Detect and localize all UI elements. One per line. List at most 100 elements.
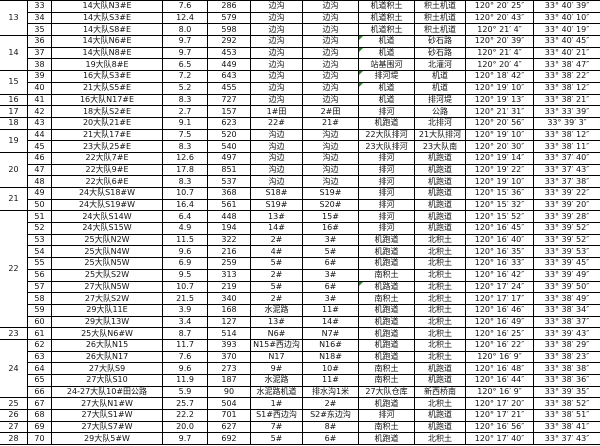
location-a-cell[interactable]: 南积土 [358, 420, 415, 434]
latitude-cell[interactable]: 33° 39′ 35″ [533, 385, 600, 399]
end-cell[interactable]: 沟边 [302, 175, 359, 188]
longitude-cell[interactable]: 120° 17′ 24″ [465, 280, 534, 294]
start-cell[interactable]: 边沟 [250, 58, 303, 72]
name-cell[interactable]: 27大队S2W [51, 292, 163, 305]
location-b-cell[interactable]: 机跑道 [414, 222, 466, 235]
location-b-cell[interactable]: 北积土 [414, 432, 466, 446]
length-cell[interactable]: 20.0 [162, 420, 208, 434]
row-number[interactable]: 36 [27, 35, 52, 48]
length-cell[interactable]: 8.0 [162, 23, 208, 37]
length-cell[interactable]: 11.9 [162, 374, 208, 387]
count-cell[interactable]: 514 [207, 327, 251, 340]
start-cell[interactable]: 沟边 [250, 163, 303, 177]
group-cell[interactable]: 28 [0, 432, 28, 446]
group-cell[interactable]: 20 [0, 151, 28, 189]
latitude-cell[interactable]: 33° 40′ 10″ [533, 11, 600, 25]
longitude-cell[interactable]: 120° 20′ 30″ [465, 140, 534, 153]
end-cell[interactable]: 11# [302, 374, 359, 387]
latitude-cell[interactable]: 33° 40′ 39″ [533, 0, 600, 13]
start-cell[interactable]: 4# [250, 245, 303, 259]
location-a-cell[interactable]: 机跑道 [358, 257, 415, 270]
start-cell[interactable]: 7# [250, 420, 303, 434]
latitude-cell[interactable]: 33° 37′ 43″ [533, 163, 600, 177]
row-number[interactable]: 65 [27, 374, 52, 387]
end-cell[interactable]: S20# [302, 198, 359, 212]
end-cell[interactable]: 2# [302, 397, 359, 411]
end-cell[interactable]: 沟边 [302, 128, 359, 142]
group-cell[interactable]: 24 [0, 338, 28, 399]
name-cell[interactable]: 20大队21#E [51, 116, 163, 130]
start-cell[interactable]: 1# [250, 397, 303, 411]
latitude-cell[interactable]: 33° 38′ 23″ [533, 350, 600, 364]
name-cell[interactable]: 24大队S19#W [51, 198, 163, 212]
longitude-cell[interactable]: 120° 16′ 33″ [465, 257, 534, 270]
end-cell[interactable]: 沟边 [302, 163, 359, 177]
location-b-cell[interactable]: 北灌河 [414, 58, 466, 72]
length-cell[interactable]: 11.7 [162, 338, 208, 352]
longitude-cell[interactable]: 120° 20′ 4″ [465, 58, 534, 72]
start-cell[interactable]: 2# [250, 268, 303, 282]
row-number[interactable]: 68 [27, 409, 52, 422]
length-cell[interactable]: 6.9 [162, 257, 208, 270]
group-cell[interactable]: 14 [0, 35, 28, 72]
location-a-cell[interactable]: 排河 [358, 105, 415, 118]
length-cell[interactable]: 7.5 [162, 128, 208, 142]
end-cell[interactable]: 21# [302, 116, 359, 130]
location-b-cell[interactable]: 机跑道 [414, 163, 466, 177]
longitude-cell[interactable]: 120° 16′ 9″ [465, 385, 534, 399]
row-number[interactable]: 66 [27, 385, 52, 399]
longitude-cell[interactable]: 120° 15′ 32″ [465, 198, 534, 212]
row-number[interactable]: 40 [27, 81, 52, 95]
end-cell[interactable]: 边沟 [302, 46, 359, 60]
count-cell[interactable]: 537 [207, 175, 251, 188]
start-cell[interactable]: 水泥路 [250, 303, 303, 317]
length-cell[interactable]: 12.4 [162, 11, 208, 25]
count-cell[interactable]: 449 [207, 58, 251, 72]
count-cell[interactable]: 561 [207, 198, 251, 212]
name-cell[interactable]: 27大队S1#W [51, 409, 163, 422]
location-b-cell[interactable]: 新西桥南 [414, 385, 466, 399]
name-cell[interactable]: 22大队6#E [51, 175, 163, 188]
length-cell[interactable]: 25.7 [162, 397, 208, 411]
location-b-cell[interactable]: 北积土 [414, 338, 466, 352]
longitude-cell[interactable]: 120° 15′ 36″ [465, 187, 534, 200]
location-a-cell[interactable]: 机路道 [358, 280, 415, 294]
length-cell[interactable]: 9.7 [162, 35, 208, 48]
location-b-cell[interactable]: 北积土 [414, 245, 466, 259]
name-cell[interactable]: 24大队S18#W [51, 187, 163, 200]
location-b-cell[interactable]: 公路 [414, 105, 466, 118]
longitude-cell[interactable]: 120° 16′ 35″ [465, 245, 534, 259]
end-cell[interactable]: N18# [302, 350, 359, 364]
start-cell[interactable]: 2# [250, 292, 303, 305]
longitude-cell[interactable]: 120° 16′ 48″ [465, 362, 534, 375]
length-cell[interactable]: 17.8 [162, 163, 208, 177]
location-a-cell[interactable]: 机跑道 [358, 303, 415, 317]
count-cell[interactable]: 393 [207, 338, 251, 352]
start-cell[interactable]: 边沟 [250, 70, 303, 83]
name-cell[interactable]: 25大队S2W [51, 268, 163, 282]
row-number[interactable]: 62 [27, 338, 52, 352]
count-cell[interactable]: 540 [207, 140, 251, 153]
longitude-cell[interactable]: 120° 21′ 31″ [465, 105, 534, 118]
end-cell[interactable]: S19# [302, 187, 359, 200]
location-b-cell[interactable]: 机跑道 [414, 151, 466, 165]
location-b-cell[interactable]: 机跑道 [414, 374, 466, 387]
start-cell[interactable]: 5# [250, 280, 303, 294]
location-b-cell[interactable]: 排河堤 [414, 93, 466, 107]
start-cell[interactable]: N15#西边沟 [250, 338, 303, 352]
count-cell[interactable]: 455 [207, 81, 251, 95]
row-number[interactable]: 34 [27, 11, 52, 25]
location-a-cell[interactable]: 机跑道 [358, 327, 415, 340]
location-b-cell[interactable]: 机跑道 [414, 420, 466, 434]
length-cell[interactable]: 2.7 [162, 105, 208, 118]
start-cell[interactable]: 5# [250, 432, 303, 446]
group-cell[interactable]: 25 [0, 397, 28, 411]
latitude-cell[interactable]: 33° 39′ 43″ [533, 327, 600, 340]
count-cell[interactable]: 727 [207, 93, 251, 107]
end-cell[interactable]: 边沟 [302, 11, 359, 25]
count-cell[interactable]: 504 [207, 397, 251, 411]
end-cell[interactable]: 6# [302, 280, 359, 294]
latitude-cell[interactable]: 33° 38′ 51″ [533, 409, 600, 422]
row-number[interactable]: 58 [27, 292, 52, 305]
longitude-cell[interactable]: 120° 16′ 45″ [465, 222, 534, 235]
